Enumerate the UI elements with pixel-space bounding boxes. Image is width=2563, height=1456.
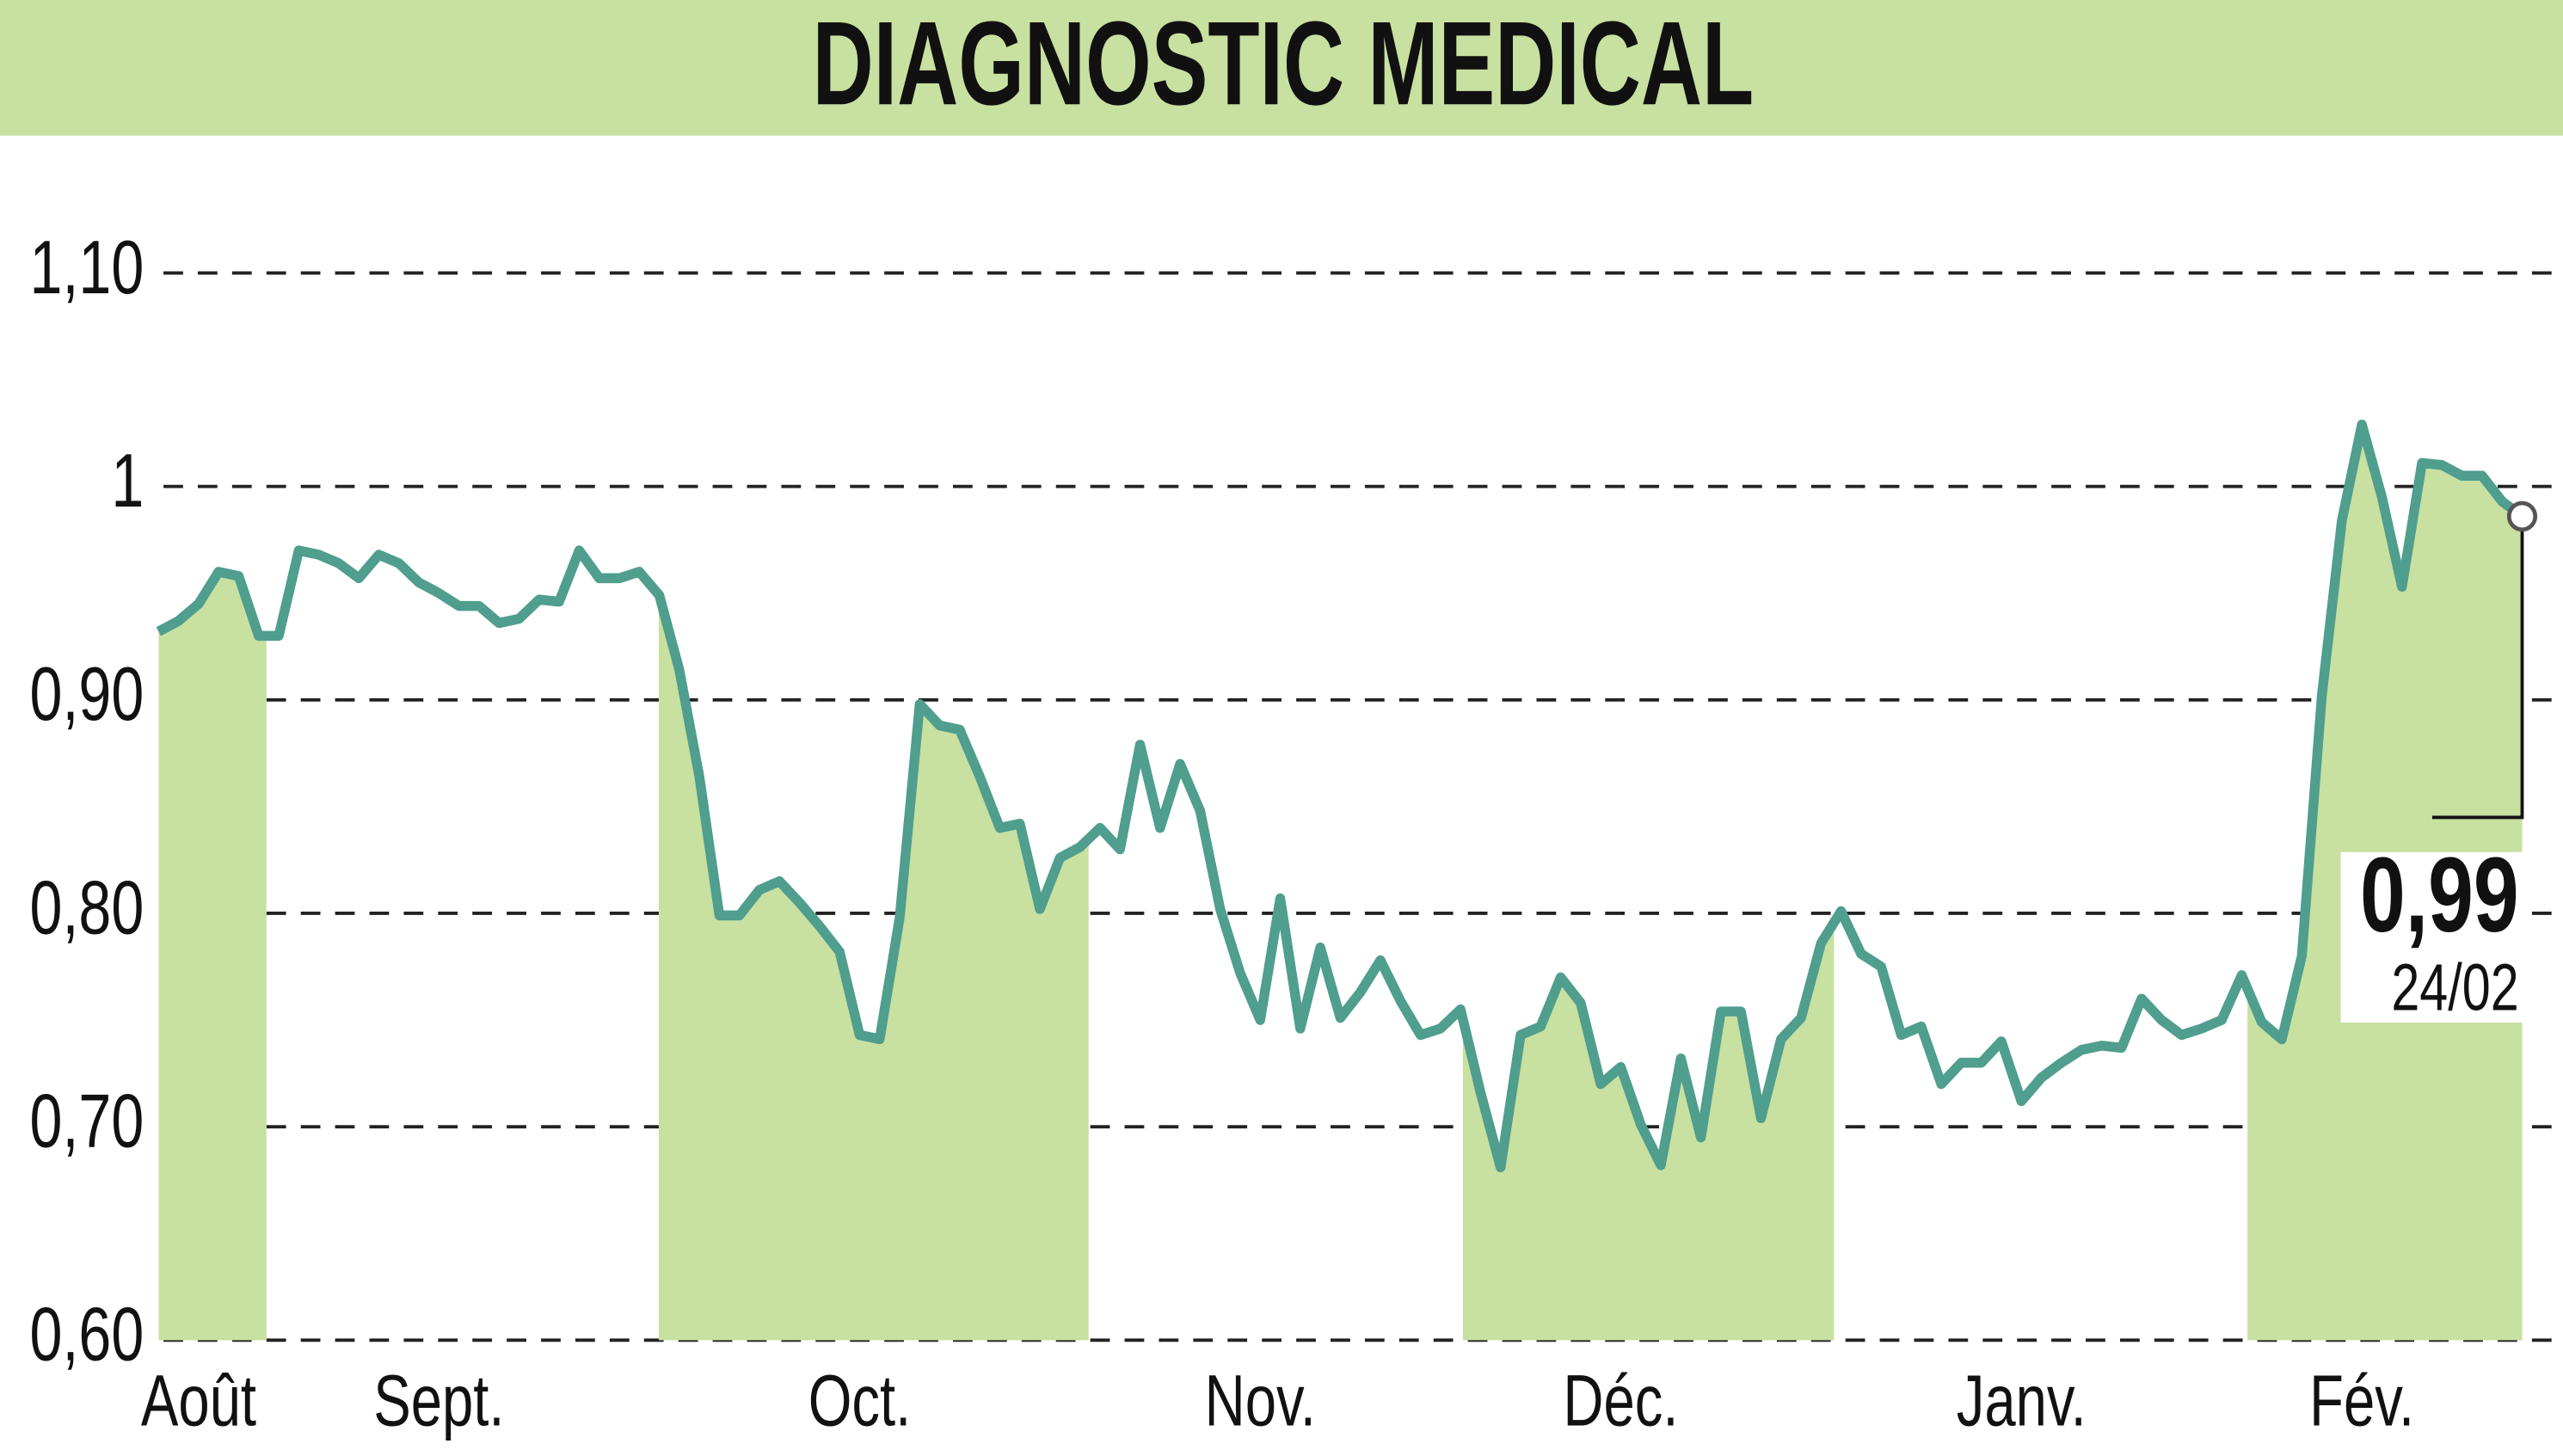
last-point xyxy=(2506,501,2538,532)
x-tick-label: Déc. xyxy=(1563,1361,1678,1442)
y-tick-label: 1,10 xyxy=(30,224,144,310)
y-tick-label: 1 xyxy=(111,437,144,523)
x-tick-label: Janv. xyxy=(1957,1361,2087,1442)
area xyxy=(158,424,2523,1341)
x-tick-label: Sept. xyxy=(373,1361,504,1442)
y-tick-label: 0,70 xyxy=(30,1078,144,1164)
title-banner xyxy=(0,0,2563,136)
last-date-label: 24/02 xyxy=(2391,950,2518,1024)
y-tick-label: 0,80 xyxy=(30,864,144,950)
callout-line xyxy=(2431,516,2524,820)
y-tick-label: 0,90 xyxy=(30,651,144,737)
label-box xyxy=(2340,851,2526,1023)
x-tick-label: Août xyxy=(141,1361,256,1442)
plot-layer xyxy=(156,419,2538,1173)
area-layer xyxy=(158,424,2523,1341)
x-tick-label: Nov. xyxy=(1205,1361,1316,1442)
grid xyxy=(163,271,2563,1342)
last-value-label: 0,99 xyxy=(2360,837,2519,955)
x-tick-label: Oct. xyxy=(808,1361,912,1442)
y-tick-label: 0,60 xyxy=(30,1291,144,1377)
x-tick-label: Fév. xyxy=(2309,1361,2414,1442)
labels-layer: 0,60 0,70 0,80 0,90 1 1,10 Août Sept. Oct. Nov. Dé… xyxy=(30,224,2526,1442)
chart-title: DIAGNOSTIC MEDICAL xyxy=(813,0,1755,130)
price-line xyxy=(156,419,2525,1173)
